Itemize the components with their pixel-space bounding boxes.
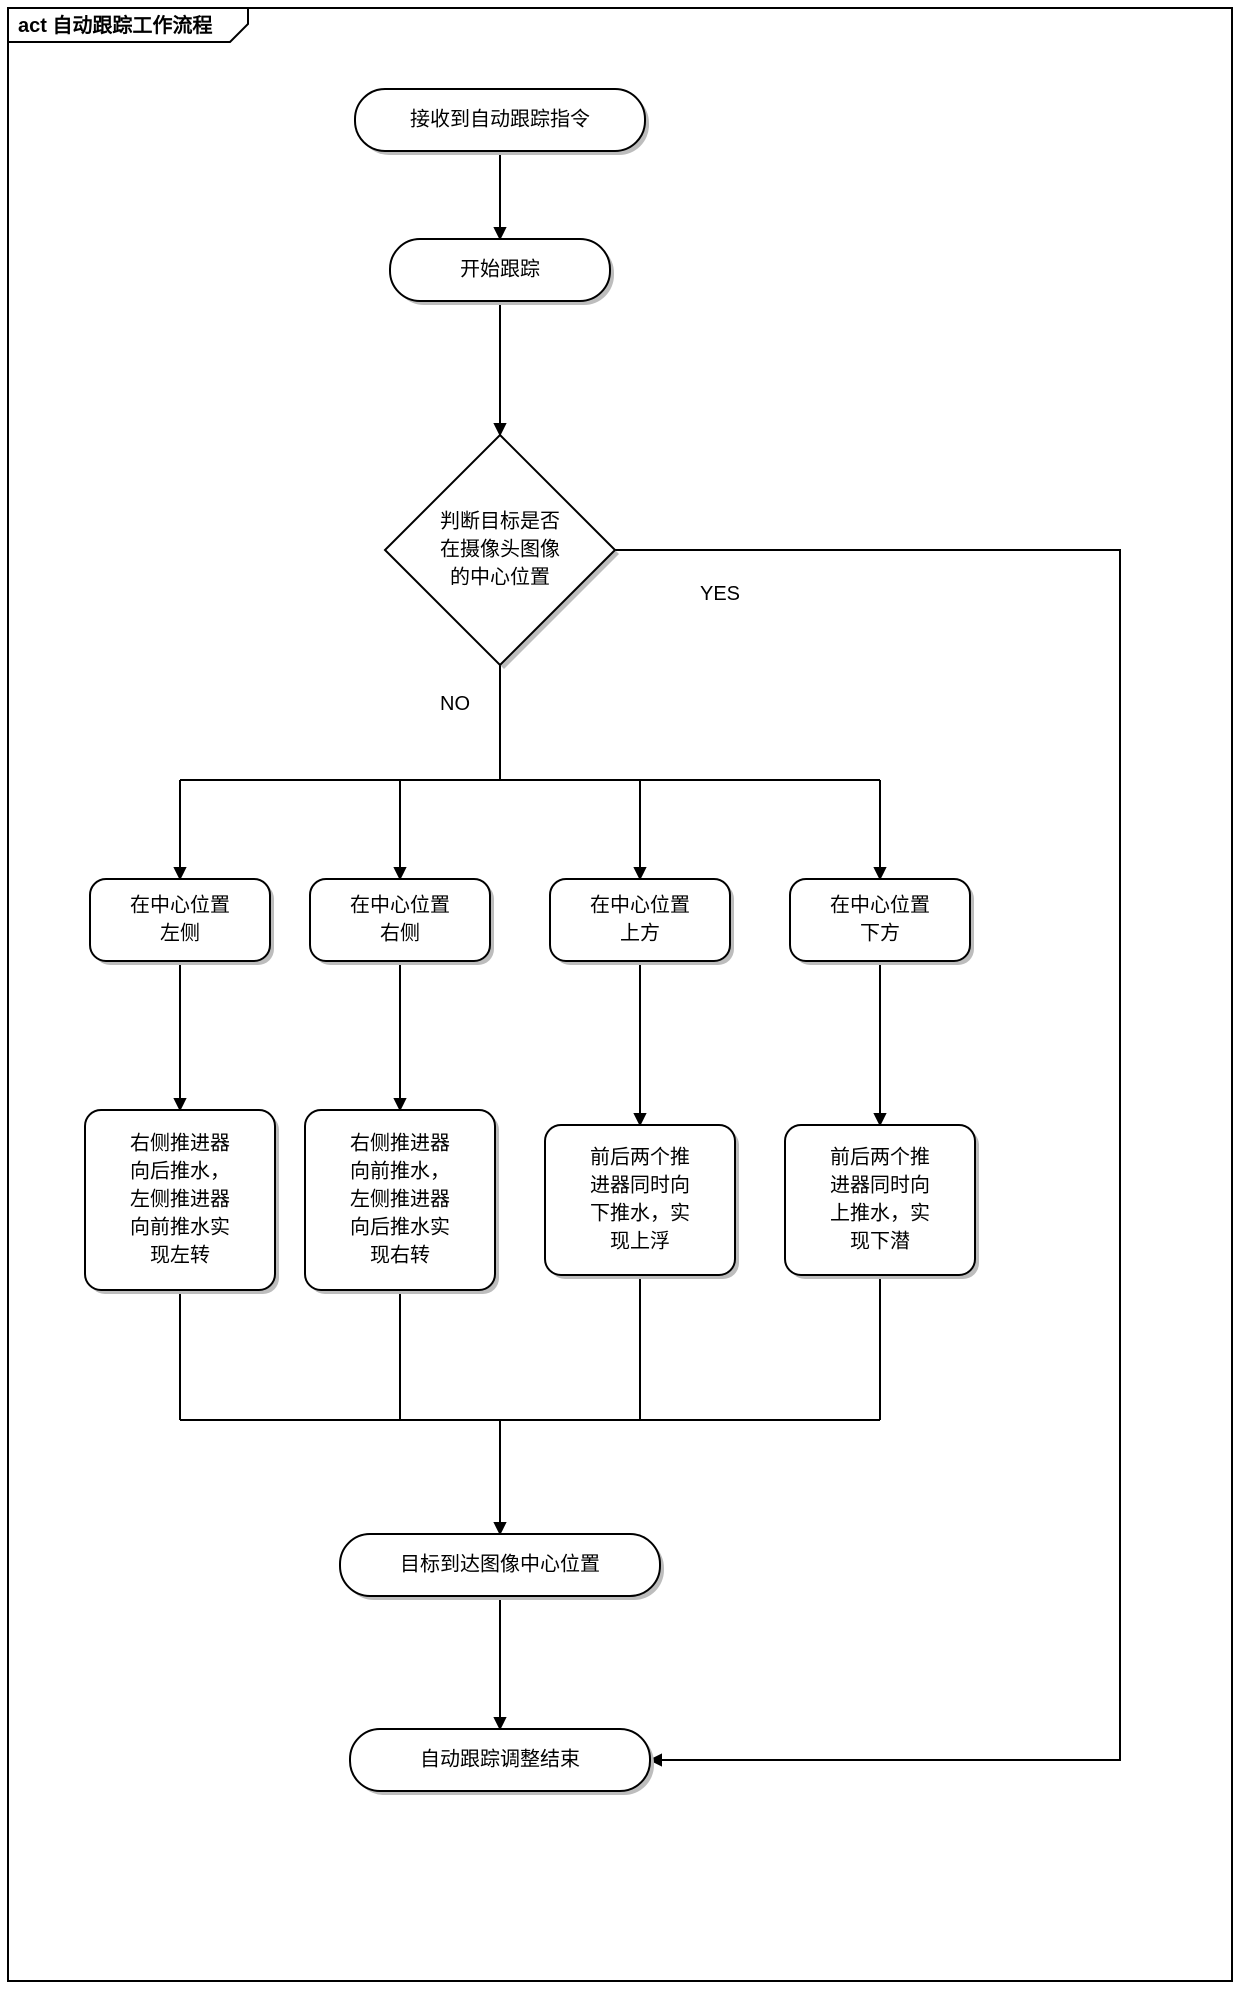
- rect-node-b4: [790, 879, 970, 961]
- roundrect-node-label: 现右转: [370, 1243, 430, 1266]
- roundrect-node-label: 现左转: [150, 1243, 210, 1266]
- roundrect-node-label: 现上浮: [610, 1229, 670, 1252]
- rect-node-b2: [310, 879, 490, 961]
- roundrect-node-label: 向后推水实: [350, 1215, 450, 1238]
- roundrect-node-label: 左侧推进器: [350, 1187, 450, 1210]
- pill-node-label: 接收到自动跟踪指令: [410, 107, 590, 130]
- roundrect-node-label: 右侧推进器: [130, 1131, 230, 1154]
- roundrect-node-label: 在中心位置: [350, 893, 450, 916]
- roundrect-node-label: 左侧: [160, 921, 200, 944]
- pill-node-label: 目标到达图像中心位置: [400, 1552, 600, 1575]
- rect-node-b3: [550, 879, 730, 961]
- edge-label: YES: [700, 583, 740, 605]
- roundrect-node-label: 进器同时向: [590, 1173, 690, 1196]
- roundrect-node-label: 向前推水，: [350, 1159, 450, 1182]
- roundrect-node-label: 向前推水实: [130, 1215, 230, 1238]
- roundrect-node-label: 上方: [620, 921, 660, 944]
- diamond-node-label: 在摄像头图像: [440, 537, 560, 560]
- roundrect-node-label: 向后推水，: [130, 1159, 230, 1182]
- roundrect-node-label: 下推水，实: [590, 1201, 690, 1224]
- flowchart-canvas: act 自动跟踪工作流程e1e2e3_nofan_topfb1fb2fb3fb4…: [0, 0, 1240, 1989]
- diamond-node-label: 的中心位置: [450, 565, 550, 588]
- roundrect-node-label: 左侧推进器: [130, 1187, 230, 1210]
- pill-node-label: 开始跟踪: [460, 257, 540, 280]
- roundrect-node-label: 在中心位置: [830, 893, 930, 916]
- roundrect-node-label: 右侧: [380, 921, 420, 944]
- roundrect-node-label: 下方: [860, 921, 900, 944]
- roundrect-node-label: 右侧推进器: [350, 1131, 450, 1154]
- pill-node-label: 自动跟踪调整结束: [420, 1747, 580, 1770]
- diagram-frame: [8, 8, 1232, 1981]
- roundrect-node-label: 前后两个推: [590, 1145, 690, 1168]
- roundrect-node-label: 在中心位置: [130, 893, 230, 916]
- frame-title-text: act 自动跟踪工作流程: [18, 13, 212, 37]
- roundrect-node-label: 前后两个推: [830, 1145, 930, 1168]
- rect-node-b1: [90, 879, 270, 961]
- edge-label: NO: [440, 693, 470, 715]
- diamond-node-label: 判断目标是否: [440, 509, 560, 532]
- roundrect-node-label: 上推水，实: [830, 1201, 930, 1224]
- roundrect-node-label: 现下潜: [850, 1229, 910, 1252]
- roundrect-node-label: 进器同时向: [830, 1173, 930, 1196]
- roundrect-node-label: 在中心位置: [590, 893, 690, 916]
